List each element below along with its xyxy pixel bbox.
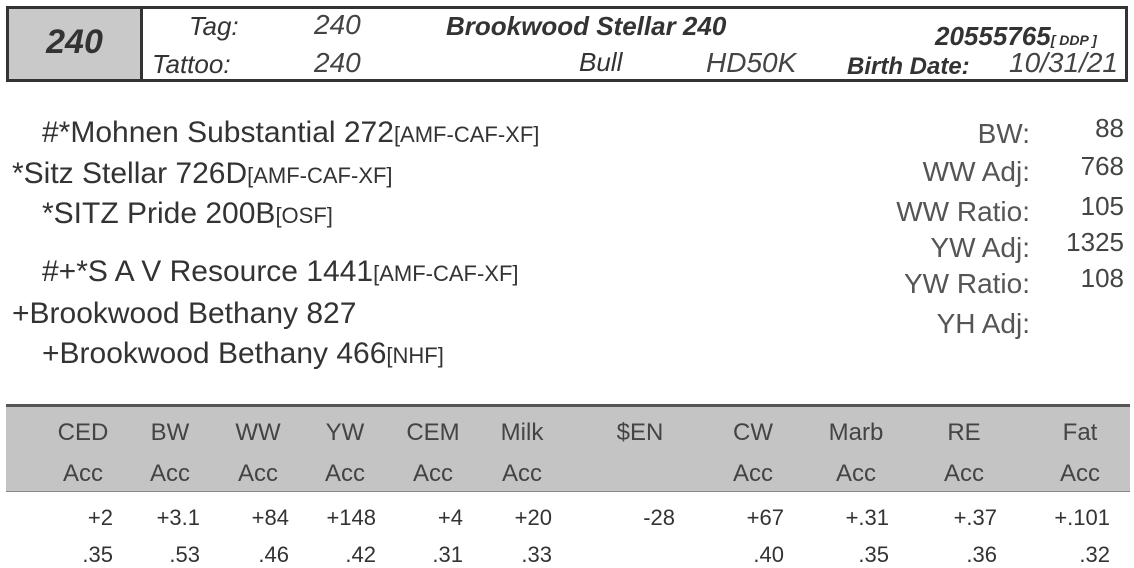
pedigree-tag: [OSF] (275, 203, 333, 228)
epd-accuracy: .53 (169, 542, 200, 567)
epd-accuracy: .42 (345, 542, 376, 567)
pedigree-tag: [AMF-CAF-XF] (247, 163, 393, 188)
pedigree-name: +Brookwood Bethany 466 (42, 337, 387, 370)
measure-value: 88 (1095, 113, 1124, 143)
pedigree-tag: [AMF-CAF-XF] (393, 122, 540, 147)
measure-value: 105 (1080, 191, 1124, 221)
measure-value: 768 (1080, 151, 1124, 181)
epd-value: +20 (514, 505, 552, 530)
birth-date: 10/31/21 (1009, 47, 1118, 78)
pedigree-tag: [NHF] (386, 343, 444, 368)
epd-accuracy: .33 (521, 542, 552, 567)
pedigree-name: #*Mohnen Substantial 272 (42, 116, 394, 149)
tag-label: Tag: (189, 11, 239, 41)
epd-accuracy: .35 (858, 542, 889, 567)
epd-value: +148 (326, 505, 376, 530)
pedigree-dam: +Brookwood Bethany 827 (12, 297, 356, 331)
measure-value: 1325 (1066, 227, 1124, 257)
measure-label: YW Ratio: (903, 268, 1030, 299)
birth-date-label: Birth Date: (847, 53, 970, 80)
epd-header-band (6, 404, 1130, 492)
measure-label: BW: (977, 118, 1030, 149)
epd-value: +2 (87, 505, 113, 530)
pedigree-name: *Sitz Stellar 726D (12, 157, 248, 190)
epd-acc-label: Acc (62, 460, 103, 487)
epd-value: +4 (437, 505, 463, 530)
epd-acc-label: Acc (412, 460, 453, 487)
pedigree-dam-dam: +Brookwood Bethany 466[NHF] (42, 337, 444, 371)
epd-acc-label: Acc (149, 460, 190, 487)
epd-accuracy: .35 (82, 542, 113, 567)
genomics: HD50K (706, 47, 797, 78)
epd-column-header: WW (235, 419, 281, 446)
registration-suffix: [ DDP ] (1050, 32, 1097, 48)
registration-number: 20555765[ DDP ] (935, 21, 1097, 52)
measure-value: 108 (1080, 263, 1124, 293)
epd-column-header: Marb (828, 419, 884, 446)
epd-column-header: CED (57, 419, 109, 446)
epd-acc-label: Acc (835, 460, 876, 487)
pedigree-dam-sire: #+*S A V Resource 1441[AMF-CAF-XF] (42, 255, 519, 289)
epd-accuracy: .32 (1079, 542, 1110, 567)
pedigree-name: +Brookwood Bethany 827 (12, 297, 357, 330)
pedigree-name: #+*S A V Resource 1441 (42, 255, 374, 288)
epd-value: +67 (746, 505, 784, 530)
epd-value: +.37 (953, 505, 997, 530)
animal-header: 240 Tag: 240 Tattoo: 240 Brookwood Stell… (6, 6, 1128, 82)
measure-label: WW Ratio: (896, 196, 1030, 227)
epd-acc-label: Acc (501, 460, 542, 487)
epd-column-header: CEM (406, 419, 460, 446)
epd-value: +.31 (845, 505, 889, 530)
measure-label: YW Adj: (930, 232, 1030, 263)
epd-acc-label: Acc (1059, 460, 1100, 487)
registration-id: 20555765 (935, 21, 1051, 51)
pedigree-name: *SITZ Pride 200B (42, 197, 276, 230)
epd-acc-label: Acc (943, 460, 984, 487)
epd-value: +.101 (1054, 505, 1110, 530)
epd-column-header: Milk (500, 419, 544, 446)
tattoo-label: Tattoo: (152, 49, 231, 79)
epd-column-header: BW (150, 419, 190, 446)
epd-column-header: RE (947, 419, 981, 446)
epd-accuracy: .36 (966, 542, 997, 567)
epd-value: +3.1 (156, 505, 200, 530)
measure-label: WW Adj: (922, 156, 1030, 187)
measure-label: YH Adj: (936, 308, 1030, 339)
epd-column-header: Fat (1062, 419, 1098, 446)
pedigree-tag: [AMF-CAF-XF] (373, 261, 519, 286)
epd-column-header: CW (733, 419, 773, 446)
epd-accuracy: .31 (432, 542, 463, 567)
tag-value: 240 (314, 9, 361, 40)
pedigree-sire-dam: *SITZ Pride 200B[OSF] (42, 197, 333, 231)
epd-column-header: $EN (616, 419, 664, 446)
epd-acc-label: Acc (732, 460, 773, 487)
tattoo-value: 240 (314, 47, 361, 78)
epd-acc-label: Acc (237, 460, 278, 487)
epd-value: -28 (643, 505, 675, 530)
lot-number-box: 240 (9, 9, 143, 79)
animal-name: Brookwood Stellar 240 (446, 11, 727, 41)
epd-value: +84 (251, 505, 289, 530)
lot-number: 240 (46, 23, 103, 61)
epd-accuracy: .40 (753, 542, 784, 567)
pedigree-sire: *Sitz Stellar 726D[AMF-CAF-XF] (12, 157, 393, 191)
epd-accuracy: .46 (258, 542, 289, 567)
sex: Bull (579, 47, 623, 77)
epd-acc-label: Acc (324, 460, 365, 487)
epd-column-header: YW (325, 419, 365, 446)
pedigree-sire-sire: #*Mohnen Substantial 272[AMF-CAF-XF] (42, 116, 539, 150)
